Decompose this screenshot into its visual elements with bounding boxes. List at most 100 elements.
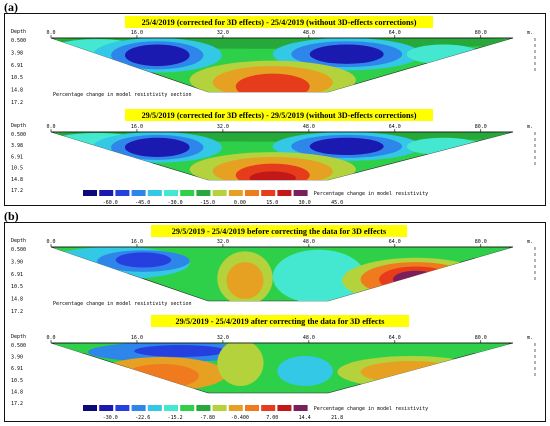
legend-swatch	[83, 405, 97, 411]
title-text: 25/4/2019 (corrected for 3D effects) - 2…	[142, 18, 417, 27]
section-blobs-0-1	[51, 132, 513, 180]
panel-a-svg: 25/4/2019 (corrected for 3D effects) - 2…	[11, 16, 536, 206]
x-tick-label: 80.0	[475, 124, 487, 130]
legend-swatch	[212, 190, 227, 196]
legend-swatch	[83, 190, 97, 196]
x-tick-label: 16.0	[131, 124, 143, 130]
x-tick-label: 32.0	[217, 239, 229, 245]
legend-swatch	[293, 405, 308, 411]
depth-tick-label: 6.91	[11, 366, 23, 372]
section-blobs-1-1	[51, 343, 513, 391]
depth-tick-label: 6.91	[11, 154, 23, 160]
x-tick-label: 48.0	[303, 239, 315, 245]
panel-a-title-2: 29/5/2019 (corrected for 3D effects) - 2…	[125, 109, 433, 121]
x-tick-label: 64.0	[389, 335, 401, 341]
x-tick-label: 16.0	[131, 335, 143, 341]
depth-tick-label: 17.2	[11, 100, 23, 106]
legend-label: 15.0	[266, 200, 278, 205]
x-tick-label: 32.0	[217, 335, 229, 341]
legend-swatch	[180, 405, 195, 411]
x-tick-label: 80.0	[475, 335, 487, 341]
panel-a-frame: 25/4/2019 (corrected for 3D effects) - 2…	[4, 13, 546, 206]
panel-a-letter: (a)	[4, 0, 18, 14]
title-text: 29/5/2019 (corrected for 3D effects) - 2…	[142, 111, 417, 120]
title-highlight	[125, 109, 433, 121]
right-blob-inner	[309, 137, 384, 156]
section-caption: Percentage change in model resistivity s…	[53, 92, 191, 98]
title-text: 29/5/2019 - 25/4/2019 after correcting t…	[176, 317, 385, 326]
right-orange	[360, 361, 463, 383]
panel-a-title-1: 25/4/2019 (corrected for 3D effects) - 2…	[125, 16, 433, 28]
x-tick-label: 16.0	[131, 30, 143, 36]
depth-tick-label: 3.90	[11, 355, 23, 361]
legend-swatch	[228, 190, 243, 196]
title-highlight	[151, 315, 409, 327]
legend-swatch	[261, 405, 276, 411]
depth-tick-label: 10.5	[11, 378, 23, 384]
depth-tick-label: 0.500	[11, 132, 26, 138]
right-purple	[392, 270, 440, 289]
x-tick-label: 64.0	[389, 239, 401, 245]
legend-swatch	[245, 190, 259, 196]
title-highlight	[151, 225, 407, 237]
x-tick-label: 0.0	[46, 30, 55, 36]
legend-label: -22.6	[135, 415, 150, 421]
legend-label: -60.0	[103, 200, 118, 205]
plume-orange	[226, 262, 264, 299]
legend-label: -0.400	[231, 415, 249, 421]
mid-cyan	[272, 249, 366, 301]
far-right-cyan	[406, 137, 481, 156]
x-tick-label: 0.0	[46, 124, 55, 130]
legend-swatch	[164, 405, 178, 411]
depth-tick-label: 6.91	[11, 63, 23, 69]
x-unit-label: m.	[527, 239, 533, 245]
depth-tick-label: 0.500	[11, 247, 26, 253]
depth-tick-label: 10.5	[11, 284, 23, 290]
depth-tick-label: 14.8	[11, 297, 23, 303]
x-tick-label: 0.0	[46, 335, 55, 341]
x-tick-label: 32.0	[217, 30, 229, 36]
depth-tick-label: 17.2	[11, 401, 23, 407]
legend-swatch	[99, 405, 114, 411]
legend-caption: Percentage change in model resistivity	[314, 191, 428, 197]
right-yellow	[337, 356, 486, 388]
legend-swatch	[164, 190, 178, 196]
panel-b-frame: 29/5/2019 - 25/4/2019 before correcting …	[4, 222, 546, 422]
plume-yellow	[217, 343, 264, 386]
depth-tick-label: 0.500	[11, 38, 26, 44]
legend-label: 21.8	[331, 415, 343, 421]
far-right-cyan	[406, 44, 481, 64]
section-caption: Percentage change in model resistivity s…	[53, 301, 191, 307]
section-blobs-0-0	[51, 38, 513, 92]
legend-caption: Percentage change in model resistivity	[314, 406, 428, 412]
legend-swatch	[147, 405, 162, 411]
x-tick-label: 48.0	[303, 335, 315, 341]
legend-label: -30.0	[103, 415, 118, 421]
depth-tick-label: 10.5	[11, 166, 23, 172]
legend-swatch	[115, 405, 130, 411]
legend-label: -7.80	[200, 415, 215, 421]
legend-swatch	[196, 405, 211, 411]
depth-tick-label: 14.8	[11, 88, 23, 94]
depth-tick-label: 17.2	[11, 188, 23, 194]
section-1-1: 0.0 16.0 32.0 48.0 64.0 80.0 m. Depth 0.500 3.90 6…	[11, 334, 536, 407]
legend-swatch	[293, 190, 308, 196]
depth-tick-label: 3.98	[11, 50, 23, 56]
right-blob-inner	[309, 44, 384, 64]
legend-label: 7.00	[266, 415, 278, 421]
right-red	[379, 266, 453, 293]
depth-label: Depth	[11, 123, 26, 129]
x-tick-label: 32.0	[217, 124, 229, 130]
legend-swatch	[115, 190, 130, 196]
depth-tick-label: 6.91	[11, 272, 23, 278]
left-darkblue	[115, 252, 172, 268]
legend-label: 14.4	[299, 415, 311, 421]
panel-b-svg: 29/5/2019 - 25/4/2019 before correcting …	[11, 225, 536, 421]
depth-label: Depth	[11, 29, 26, 35]
x-tick-label: 64.0	[389, 124, 401, 130]
left-blob-inner	[124, 137, 190, 157]
panel-b-title-1: 29/5/2019 - 25/4/2019 before correcting …	[151, 225, 407, 237]
x-tick-label: 80.0	[475, 239, 487, 245]
legend-label: 45.0	[331, 200, 343, 205]
